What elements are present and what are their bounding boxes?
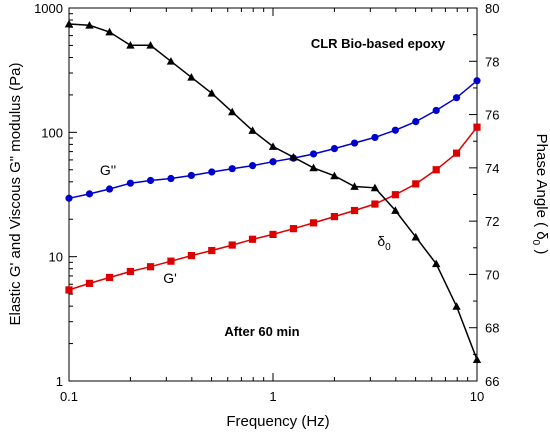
series-point-2 (452, 302, 461, 310)
series-point-0 (85, 190, 94, 198)
series-point-2 (330, 171, 339, 180)
series-point-0 (309, 150, 318, 158)
series-label-delta-main: δ (377, 233, 385, 249)
series-point-1 (65, 286, 73, 294)
series-point-1 (432, 166, 440, 174)
series-line-2 (68, 23, 478, 360)
series-point-0 (146, 176, 155, 185)
series-point-1 (269, 230, 277, 239)
series-label-g-prime: G' (163, 270, 177, 286)
series-point-2 (432, 259, 441, 268)
series-line-1 (68, 126, 478, 291)
series-label-delta: δ0 (377, 233, 391, 253)
series-point-1 (187, 251, 195, 260)
y-right-axis-title-close: ) (533, 245, 550, 254)
chart-title: CLR Bio-based epoxy (311, 36, 446, 51)
series-point-1 (371, 200, 379, 208)
series-point-1 (309, 219, 318, 227)
series-point-1 (248, 235, 257, 243)
series-label-g-double-prime: G'' (100, 162, 116, 178)
series-point-0 (350, 139, 359, 147)
x-axis-title: Frequency (Hz) (226, 413, 329, 430)
series-point-0 (432, 106, 440, 115)
series-label-delta-sub: 0 (385, 242, 391, 253)
series-point-2 (207, 89, 216, 97)
series-point-2 (64, 19, 74, 28)
x-tick-label: 10 (470, 389, 484, 404)
series-point-2 (166, 57, 176, 65)
series-point-0 (65, 194, 73, 202)
series-point-0 (248, 162, 257, 170)
series-point-2 (289, 153, 298, 161)
series-point-2 (248, 126, 257, 134)
series-point-1 (289, 225, 298, 233)
series-point-2 (391, 206, 400, 214)
y-right-tick-label: 76 (485, 108, 499, 123)
series-point-0 (371, 133, 379, 142)
series-point-1 (452, 149, 461, 157)
y-right-axis-title-sub: 0 (530, 240, 541, 246)
y-right-tick-label: 78 (485, 54, 499, 69)
series-point-1 (228, 241, 236, 249)
series-point-1 (350, 206, 359, 215)
y-right-tick-label: 74 (485, 161, 499, 176)
series-point-0 (452, 94, 461, 102)
y-right-tick-label: 80 (485, 1, 499, 16)
series-point-1 (412, 180, 420, 188)
y-right-axis-title-main: Phase Angle ( δ (533, 134, 550, 240)
series-point-2 (187, 73, 196, 81)
series-point-1 (473, 123, 481, 131)
y-left-tick-label: 100 (41, 125, 63, 140)
series-point-1 (126, 267, 135, 276)
series-point-1 (146, 263, 155, 271)
y-right-tick-label: 70 (485, 267, 499, 282)
x-tick-label: 1 (269, 389, 276, 404)
series-point-0 (473, 77, 481, 85)
series-point-2 (472, 355, 482, 364)
x-tick-label: 0.1 (60, 389, 78, 404)
series-point-0 (330, 144, 339, 153)
series-point-0 (167, 174, 175, 183)
series-point-2 (126, 41, 135, 49)
y-left-tick-label: 1000 (34, 1, 63, 16)
series-layer (64, 19, 482, 364)
chart-annotation: After 60 min (224, 324, 299, 339)
series-point-0 (187, 171, 195, 180)
series-point-0 (105, 185, 114, 193)
series-point-0 (391, 126, 399, 134)
series-point-1 (330, 213, 339, 221)
series-point-2 (228, 107, 237, 116)
tick-marks (68, 7, 477, 382)
series-point-1 (391, 191, 399, 199)
y-right-axis-title: Phase Angle ( δ0 ) (530, 134, 550, 255)
series-point-0 (228, 165, 236, 173)
series-point-2 (146, 41, 155, 49)
y-left-axis-title: Elastic G' and Viscous G" modulus (Pa) (7, 62, 24, 325)
series-point-1 (208, 246, 216, 255)
series-point-0 (126, 179, 135, 187)
series-point-1 (105, 273, 114, 282)
y-right-tick-label: 72 (485, 214, 499, 229)
series-point-1 (167, 257, 175, 265)
series-point-2 (105, 27, 114, 36)
series-point-1 (85, 279, 94, 287)
y-right-tick-label: 68 (485, 321, 499, 336)
series-point-0 (208, 168, 216, 176)
series-point-2 (370, 183, 380, 192)
series-point-2 (268, 142, 278, 150)
y-left-tick-label: 1 (56, 374, 63, 389)
y-left-tick-label: 10 (49, 250, 63, 265)
series-point-0 (412, 117, 420, 126)
series-point-2 (85, 21, 94, 29)
series-point-2 (309, 163, 318, 172)
y-right-tick-label: 66 (485, 374, 499, 389)
series-point-2 (350, 182, 359, 190)
series-point-0 (269, 158, 277, 166)
series-point-2 (411, 232, 420, 241)
